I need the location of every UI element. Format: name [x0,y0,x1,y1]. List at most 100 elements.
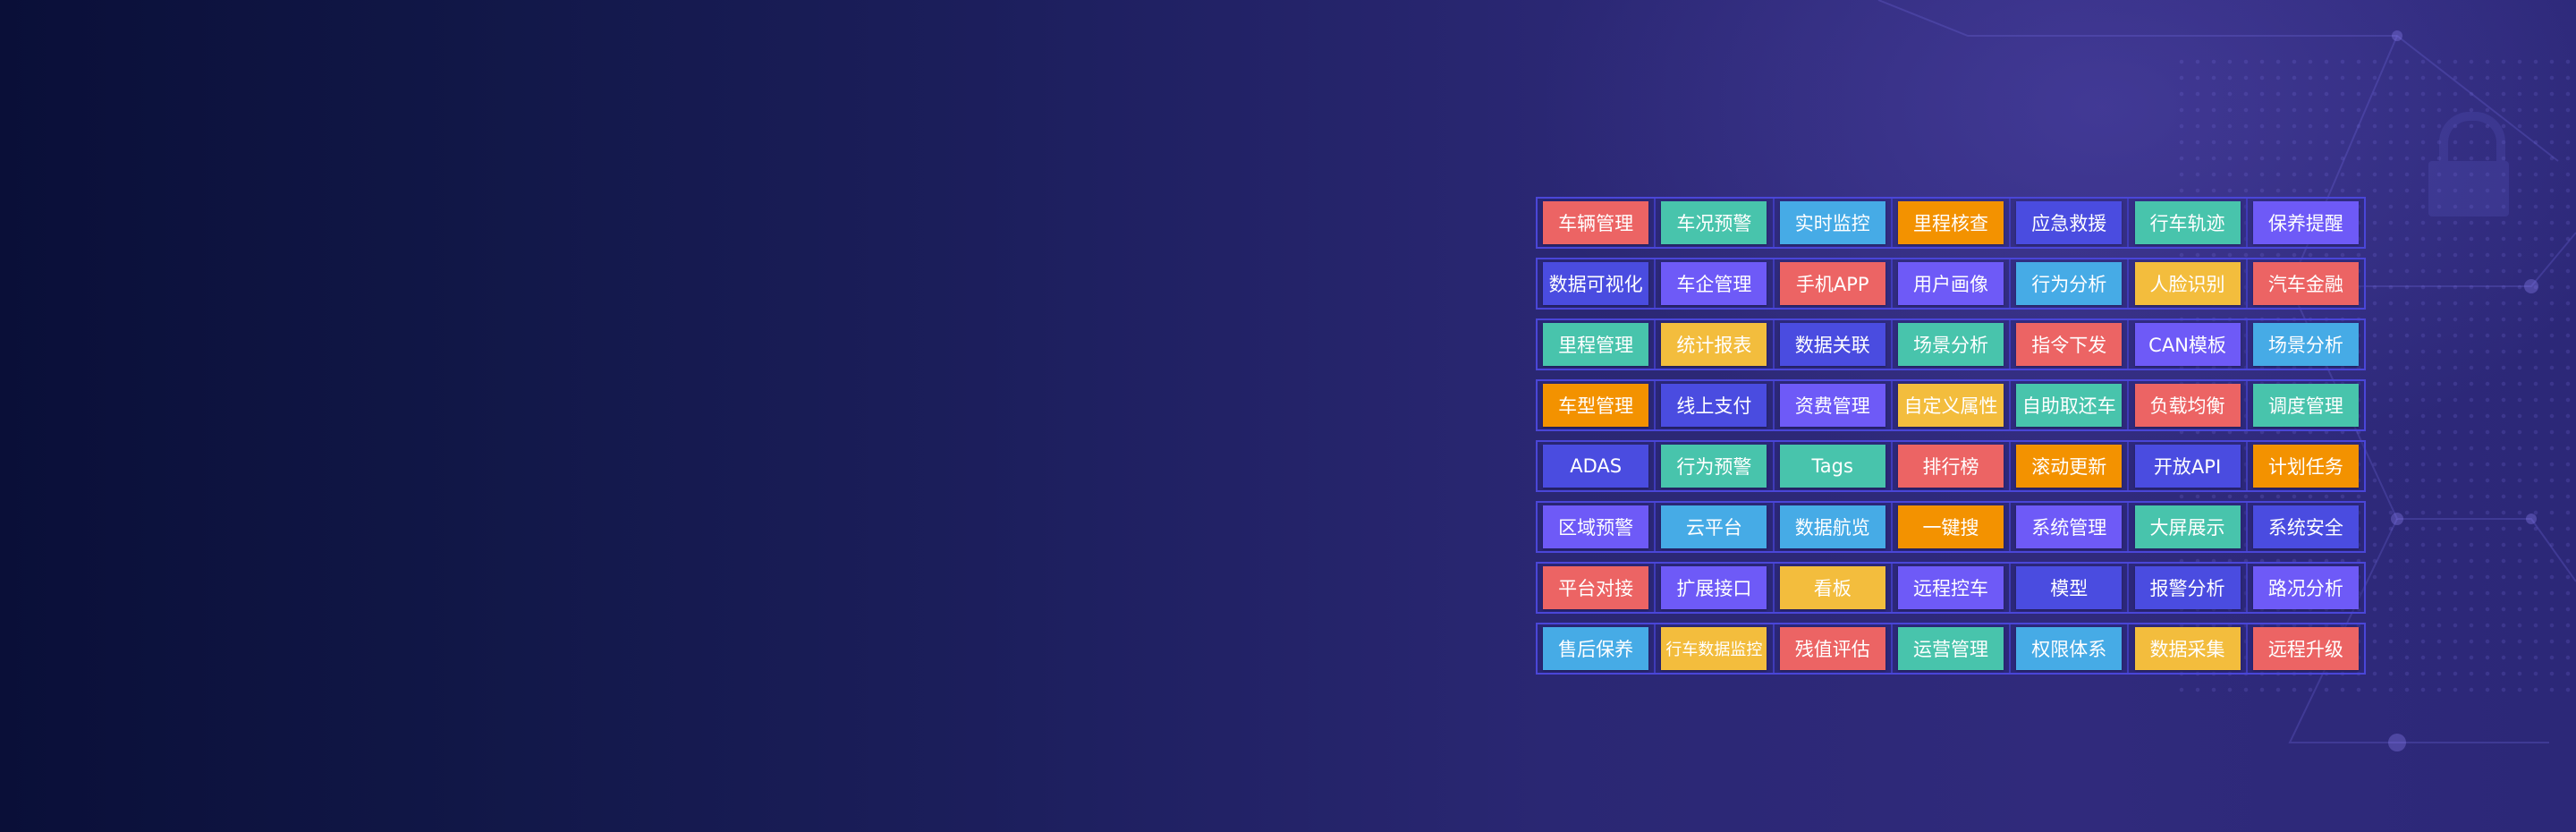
feature-cell: 实时监控 [1775,199,1893,247]
feature-cell: 应急救援 [2011,199,2130,247]
feature-cell: 运营管理 [1893,624,2012,673]
feature-tag[interactable]: 行车轨迹 [2134,201,2241,244]
feature-cell: 行车数据监控 [1656,624,1775,673]
feature-cell: 调度管理 [2248,381,2364,429]
feature-tag[interactable]: 手机APP [1779,262,1885,305]
background-dot-pattern [2174,54,2576,698]
feature-tag[interactable]: 用户画像 [1897,262,2004,305]
feature-tag[interactable]: 指令下发 [2016,323,2123,366]
feature-cell: 自助取还车 [2011,381,2130,429]
feature-tag[interactable]: 报警分析 [2134,566,2241,609]
feature-cell: 模型 [2011,564,2130,612]
feature-grid: 车辆管理 车况预警 实时监控 里程核查 应急救援 行车轨迹 保养提醒数据可视化 车企管理 手机A… [1536,197,2366,683]
feature-cell: 行车轨迹 [2129,199,2248,247]
feature-tag[interactable]: 线上支付 [1661,384,1767,427]
feature-cell: 汽车金融 [2248,259,2364,308]
feature-tag[interactable]: 数据关联 [1779,323,1885,366]
feature-tag[interactable]: 模型 [2016,566,2123,609]
feature-tag[interactable]: 系统管理 [2016,505,2123,548]
feature-row: 车型管理 线上支付 资费管理 自定义属性 自助取还车 负载均衡 调度管理 [1536,379,2366,431]
feature-tag[interactable]: 自定义属性 [1897,384,2004,427]
feature-tag[interactable]: 调度管理 [2252,384,2359,427]
feature-cell: 用户画像 [1893,259,2012,308]
feature-cell: ADAS [1538,442,1657,490]
feature-tag[interactable]: 汽车金融 [2252,262,2359,305]
feature-tag[interactable]: 远程控车 [1897,566,2004,609]
feature-tag[interactable]: 车型管理 [1543,384,1649,427]
feature-cell: 系统管理 [2011,503,2130,551]
feature-cell: 车辆管理 [1538,199,1657,247]
feature-tag[interactable]: 扩展接口 [1661,566,1767,609]
feature-tag[interactable]: 平台对接 [1543,566,1649,609]
feature-tag[interactable]: 排行榜 [1897,445,2004,488]
feature-tag[interactable]: 车企管理 [1661,262,1767,305]
feature-tag[interactable]: 车况预警 [1661,201,1767,244]
feature-tag[interactable]: 里程管理 [1543,323,1649,366]
feature-tag[interactable]: 一键搜 [1897,505,2004,548]
feature-tag[interactable]: 权限体系 [2016,627,2123,670]
feature-tag[interactable]: 人脸识别 [2134,262,2241,305]
feature-tag[interactable]: 售后保养 [1543,627,1649,670]
feature-tag[interactable]: 行为预警 [1661,445,1767,488]
feature-cell: 人脸识别 [2129,259,2248,308]
feature-cell: 场景分析 [1893,320,2012,369]
feature-tag[interactable]: Tags [1779,445,1885,488]
feature-cell: 里程核查 [1893,199,2012,247]
feature-cell: 平台对接 [1538,564,1657,612]
feature-tag[interactable]: 大屏展示 [2134,505,2241,548]
feature-tag[interactable]: 开放API [2134,445,2241,488]
feature-tag[interactable]: 区域预警 [1543,505,1649,548]
feature-tag[interactable]: ADAS [1543,445,1649,488]
feature-cell: 售后保养 [1538,624,1657,673]
feature-tag[interactable]: 统计报表 [1661,323,1767,366]
feature-cell: 滚动更新 [2011,442,2130,490]
feature-tag[interactable]: 滚动更新 [2016,445,2123,488]
feature-tag[interactable]: CAN模板 [2134,323,2241,366]
feature-tag[interactable]: 实时监控 [1779,201,1885,244]
feature-tag[interactable]: 行车数据监控 [1661,627,1767,670]
feature-cell: 排行榜 [1893,442,2012,490]
feature-cell: 里程管理 [1538,320,1657,369]
feature-tag[interactable]: 计划任务 [2252,445,2359,488]
feature-tag[interactable]: 数据航览 [1779,505,1885,548]
feature-tag[interactable]: 系统安全 [2252,505,2359,548]
feature-tag[interactable]: 行为分析 [2016,262,2123,305]
feature-tag[interactable]: 负载均衡 [2134,384,2241,427]
feature-cell: 统计报表 [1656,320,1775,369]
feature-cell: 数据关联 [1775,320,1893,369]
feature-cell: 看板 [1775,564,1893,612]
feature-tag[interactable]: 场景分析 [1897,323,2004,366]
feature-row: 里程管理 统计报表 数据关联 场景分析 指令下发 CAN模板 场景分析 [1536,318,2366,370]
feature-cell: 报警分析 [2129,564,2248,612]
feature-tag[interactable]: 路况分析 [2252,566,2359,609]
feature-tag[interactable]: 资费管理 [1779,384,1885,427]
feature-tag[interactable]: 远程升级 [2252,627,2359,670]
feature-tag[interactable]: 残值评估 [1779,627,1885,670]
feature-tag[interactable]: 自助取还车 [2016,384,2123,427]
feature-cell: 残值评估 [1775,624,1893,673]
feature-cell: 远程控车 [1893,564,2012,612]
feature-tag[interactable]: 运营管理 [1897,627,2004,670]
feature-cell: 数据航览 [1775,503,1893,551]
feature-cell: 资费管理 [1775,381,1893,429]
feature-cell: 云平台 [1656,503,1775,551]
feature-tag[interactable]: 里程核查 [1897,201,2004,244]
feature-row: 平台对接 扩展接口 看板 远程控车 模型 报警分析 路况分析 [1536,562,2366,614]
feature-cell: 权限体系 [2011,624,2130,673]
feature-cell: 计划任务 [2248,442,2364,490]
feature-row: ADAS 行为预警 Tags 排行榜 滚动更新 开放API 计划任务 [1536,440,2366,492]
feature-cell: 大屏展示 [2129,503,2248,551]
feature-tag[interactable]: 应急救援 [2016,201,2123,244]
feature-tag[interactable]: 场景分析 [2252,323,2359,366]
feature-tag[interactable]: 看板 [1779,566,1885,609]
feature-cell: 手机APP [1775,259,1893,308]
feature-cell: 路况分析 [2248,564,2364,612]
feature-tag[interactable]: 保养提醒 [2252,201,2359,244]
feature-cell: 自定义属性 [1893,381,2012,429]
feature-tag[interactable]: 数据可视化 [1543,262,1649,305]
feature-tag[interactable]: 云平台 [1661,505,1767,548]
feature-tag[interactable]: 数据采集 [2134,627,2241,670]
feature-cell: 开放API [2129,442,2248,490]
feature-cell: 场景分析 [2248,320,2364,369]
feature-tag[interactable]: 车辆管理 [1543,201,1649,244]
